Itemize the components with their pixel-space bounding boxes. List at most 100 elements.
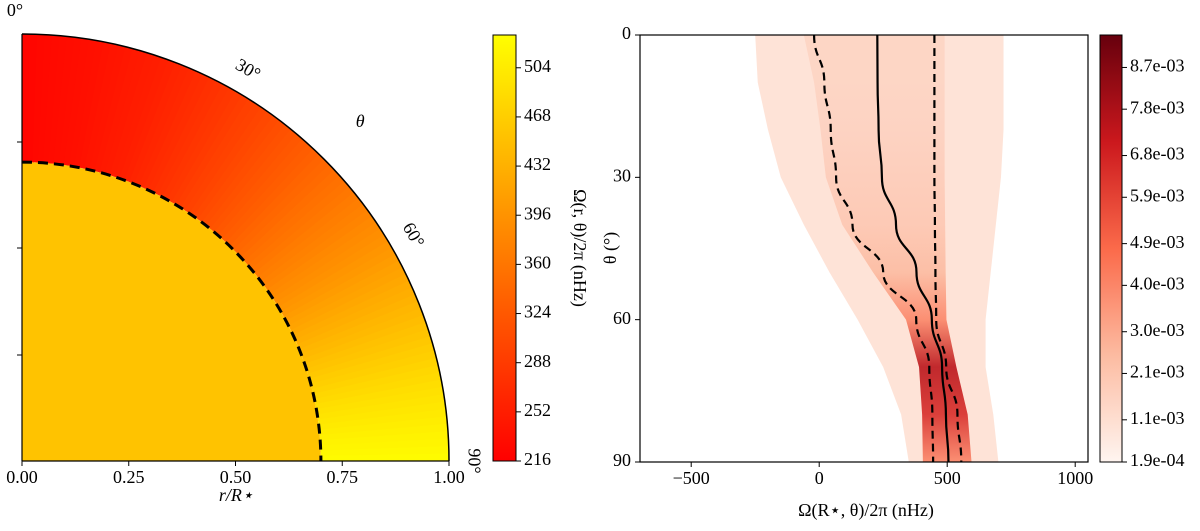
colorbar-tick-label: 1.1e-03 (1130, 408, 1184, 428)
envelope-cell (320, 453, 449, 461)
envelope-cell (184, 102, 263, 215)
x-axis-label: Ω(R⋆, θ)/2π (nHz) (798, 500, 934, 521)
envelope-cell (210, 129, 299, 234)
envelope-cell (119, 57, 171, 181)
envelope-cell (237, 164, 336, 259)
colorbar-tick-label: 468 (524, 105, 551, 125)
envelope-cell (260, 204, 369, 287)
envelope-cell (275, 234, 390, 309)
envelope-cell (233, 159, 331, 255)
envelope-cell (288, 267, 407, 332)
envelope-cell (280, 247, 397, 318)
colorbar (1099, 34, 1123, 463)
envelope-cell (304, 321, 429, 371)
x-tick-label: 1000 (1057, 468, 1093, 488)
envelope-cell (290, 273, 410, 337)
y-tick-label: 90 (613, 450, 631, 470)
envelope-cell (317, 401, 447, 427)
envelope-cell (266, 216, 378, 296)
colorbar-tick-label: 8.7e-03 (1130, 56, 1184, 76)
envelope-cell (283, 253, 401, 323)
envelope-cell (201, 119, 287, 227)
angle-tick-label: 60° (399, 219, 429, 251)
angle-label: θ (356, 111, 365, 131)
envelope-cell (302, 314, 427, 366)
envelope-cell (257, 198, 365, 283)
dashed-line (812, 34, 935, 463)
envelope-cell (129, 62, 185, 185)
envelope-cell (263, 210, 374, 291)
colorbar-tick-label: 5.9e-03 (1130, 185, 1184, 205)
envelope-cell (240, 169, 341, 263)
envelope-cell (244, 175, 346, 267)
angle-tick-label: 90° (464, 448, 484, 473)
x-tick-label: 1.00 (433, 467, 465, 487)
colorbar (492, 34, 517, 462)
envelope-cell (319, 416, 448, 437)
colorbar-tick-label: 216 (524, 449, 551, 469)
envelope-cell (175, 94, 251, 209)
envelope-cell (247, 180, 351, 271)
envelope-cell (143, 70, 205, 191)
envelope-cell (315, 379, 443, 411)
envelope-cell (278, 241, 393, 313)
envelope-cell (157, 80, 225, 198)
colorbar-tick-label: 252 (524, 400, 551, 420)
envelope-cell (313, 364, 441, 401)
envelope-cell (307, 336, 434, 381)
x-tick-label: 0.00 (6, 467, 38, 487)
envelope-cell (214, 133, 304, 237)
envelope-cell (171, 91, 244, 206)
surface (21, 33, 450, 462)
envelope-cell (301, 307, 425, 361)
right-panel: −500 0 500 1000 0 30 60 90 Ω(R⋆, θ)/2π (nHz) θ (°… (600, 23, 1184, 521)
envelope-cell (180, 98, 257, 212)
envelope-cell (197, 115, 281, 224)
envelope-cell (312, 357, 439, 396)
envelope-cell (124, 59, 178, 183)
envelope-cell (254, 192, 360, 279)
envelope-cell (295, 287, 416, 346)
colorbar-tick-label: 7.8e-03 (1130, 97, 1184, 117)
x-tick-label: 0.75 (327, 467, 359, 487)
envelope-cell (319, 423, 449, 442)
density-core (803, 35, 972, 462)
envelope-cell (189, 107, 269, 218)
core-boundary (21, 160, 323, 462)
colorbar-tick-label: 396 (524, 203, 551, 223)
x-tick-label: 500 (934, 468, 961, 488)
colorbar-tick-label: 324 (524, 302, 551, 322)
core (22, 162, 321, 461)
line (876, 34, 950, 463)
y-tick-label: 0 (622, 23, 631, 43)
envelope-cell (148, 74, 212, 194)
colorbar-tick-label: 4.0e-03 (1130, 273, 1184, 293)
x-tick-label: 0.25 (113, 467, 145, 487)
dashed-line (933, 35, 963, 463)
envelope-cell (320, 431, 449, 447)
colorbar-tick-label: 360 (524, 253, 551, 273)
envelope-cell (269, 222, 382, 300)
envelope-cell (285, 260, 404, 327)
envelope-cell (222, 143, 315, 244)
left-panel: 0.00 0.25 0.50 0.75 1.00 r/R⋆ 0° 30° 60° 90° θ 216 2… (6, 0, 590, 505)
envelope-cell (218, 138, 310, 240)
envelope-cell (299, 301, 422, 356)
colorbar-tick-label: 6.8e-03 (1130, 144, 1184, 164)
colorbar-tick-label: 1.9e-04 (1130, 450, 1184, 470)
envelope-cell (250, 186, 356, 275)
envelope-cell (109, 52, 157, 178)
x-tick-label: 0 (815, 468, 824, 488)
envelope-cell (229, 153, 326, 251)
envelope-cell (138, 67, 198, 189)
envelope-cell (314, 372, 442, 406)
plot-frame (639, 34, 1089, 463)
envelope-cell (114, 54, 164, 179)
x-axis-label: r/R⋆ (219, 485, 253, 505)
envelope-cell (317, 394, 446, 421)
angle-tick-label: 30° (232, 54, 264, 84)
angle-tick-label: 0° (7, 0, 23, 20)
x-tick-label: 0.50 (220, 467, 252, 487)
envelope-cell (193, 111, 275, 221)
y-axis-label: θ (°) (600, 232, 621, 264)
